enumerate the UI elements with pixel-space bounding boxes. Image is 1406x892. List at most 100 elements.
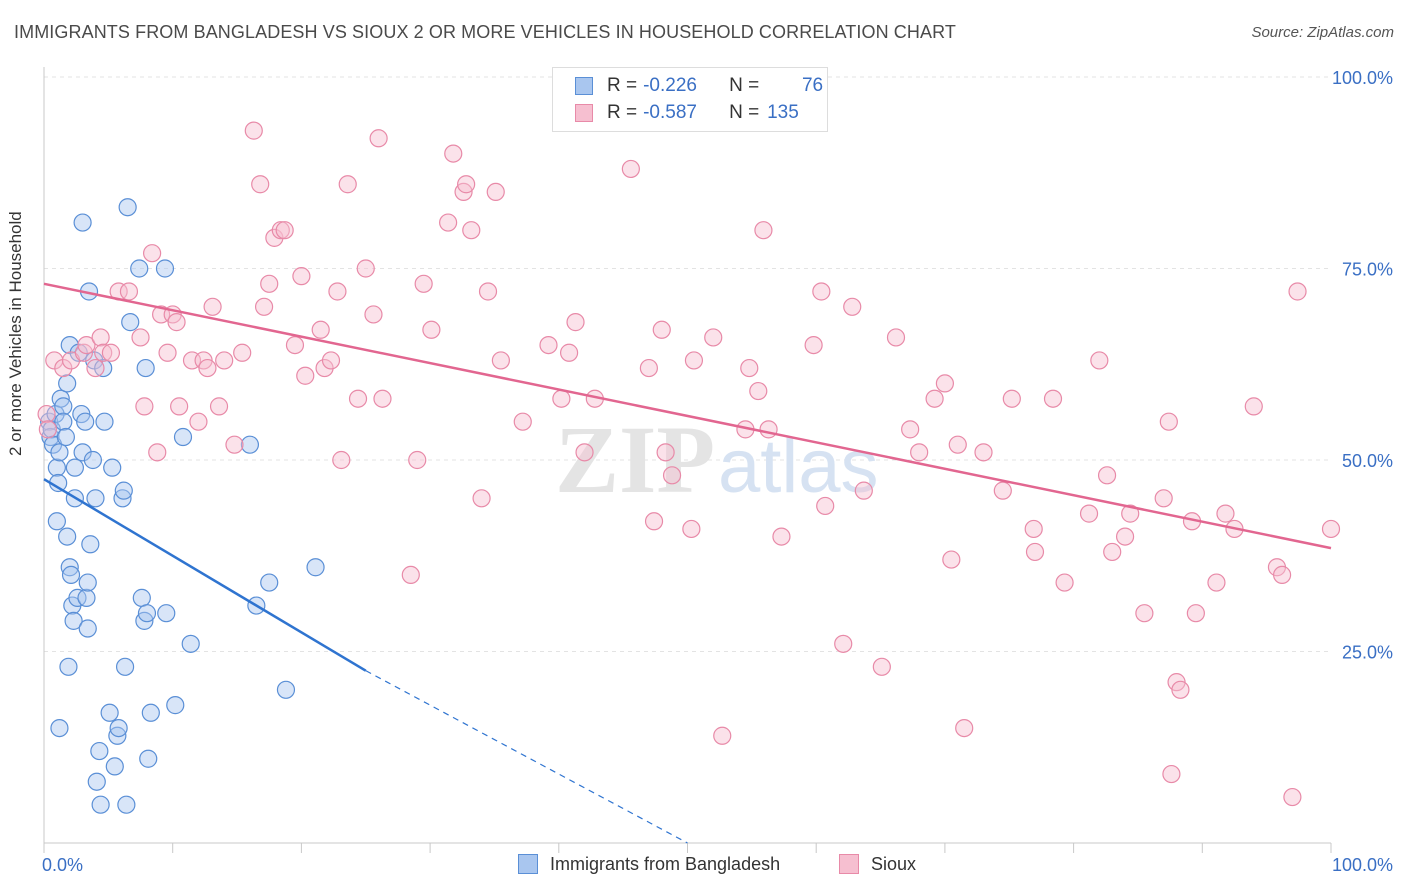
sioux-point xyxy=(754,221,773,240)
sioux-point xyxy=(559,343,579,362)
legend-r-value: -0.226 xyxy=(643,75,697,96)
sioux-point xyxy=(439,213,458,232)
sioux-point xyxy=(244,121,263,140)
bangladesh-point xyxy=(91,795,110,814)
chart-title: IMMIGRANTS FROM BANGLADESH VS SIOUX 2 OR… xyxy=(14,22,956,42)
sioux-point xyxy=(644,512,664,531)
bangladesh-point xyxy=(103,458,122,477)
sioux-point xyxy=(552,389,571,408)
sioux-point xyxy=(804,336,823,355)
sioux-point xyxy=(1024,519,1043,539)
sioux-point xyxy=(101,343,121,362)
sioux-point xyxy=(1115,527,1135,546)
sioux-trend-line xyxy=(43,282,1332,550)
bangladesh-point xyxy=(276,680,296,699)
sioux-point xyxy=(260,274,279,293)
sioux-point xyxy=(254,297,274,316)
sioux-point xyxy=(356,259,375,278)
legend-swatch-pink xyxy=(575,104,593,122)
bangladesh-point xyxy=(83,450,103,470)
bangladesh-point xyxy=(60,558,79,577)
sioux-point xyxy=(704,328,723,347)
sioux-point xyxy=(198,358,217,378)
sioux-point xyxy=(948,435,967,454)
sioux-point xyxy=(373,389,392,408)
sioux-point xyxy=(816,496,835,516)
correlation-legend: R = -0.226 N = 76 R = -0.587 N = 135 xyxy=(552,67,828,132)
bangladesh-point xyxy=(137,604,157,623)
sioux-point xyxy=(1154,489,1173,508)
bangladesh-point xyxy=(50,718,69,738)
bangladesh-point xyxy=(90,741,109,761)
bangladesh-point xyxy=(65,458,84,477)
sioux-point xyxy=(86,358,105,378)
sioux-point xyxy=(772,527,791,546)
bangladesh-point xyxy=(87,772,106,791)
sioux-point xyxy=(1090,351,1109,370)
bangladesh-point xyxy=(181,634,200,653)
sioux-point xyxy=(285,336,305,355)
series-bangladesh-points xyxy=(40,198,325,814)
sioux-point xyxy=(901,420,920,439)
bangladesh-point xyxy=(58,527,77,546)
sioux-point xyxy=(854,481,873,500)
sioux-point xyxy=(251,175,270,194)
bangladesh-point xyxy=(61,565,81,585)
bangladesh-point xyxy=(132,588,151,607)
y-axis-label: 2 or more Vehicles in Household xyxy=(6,211,25,456)
bangladesh-point xyxy=(47,458,66,477)
sioux-point xyxy=(135,397,154,416)
legend-r-label: R = xyxy=(607,102,638,123)
legend-row-sioux: R = -0.587 N = 135 xyxy=(575,101,807,125)
sioux-point xyxy=(974,443,993,462)
sioux-point xyxy=(338,175,357,194)
legend-n-value: 135 xyxy=(767,102,799,123)
sioux-point xyxy=(759,420,778,439)
legend-row-bangladesh: R = -0.226 N = 76 xyxy=(575,74,823,98)
sioux-point xyxy=(910,443,929,462)
bangladesh-point xyxy=(54,397,73,416)
sioux-point xyxy=(662,466,682,485)
sioux-point xyxy=(1244,397,1263,416)
sioux-point xyxy=(872,657,891,676)
sioux-point xyxy=(462,221,481,240)
sioux-point xyxy=(713,726,732,745)
sioux-point xyxy=(321,351,341,370)
bangladesh-point xyxy=(76,412,95,431)
sioux-point xyxy=(1079,504,1099,523)
sioux-point xyxy=(1288,282,1307,301)
sioux-point xyxy=(639,358,658,378)
sioux-point xyxy=(189,412,208,431)
bangladesh-point xyxy=(100,703,119,722)
bangladesh-point xyxy=(73,213,92,232)
sioux-point xyxy=(740,358,759,378)
sioux-point xyxy=(942,550,961,569)
legend-n-label: N = xyxy=(729,75,760,96)
watermark-zip: ZIP xyxy=(555,406,715,513)
source-label: Source: ZipAtlas.com xyxy=(1251,24,1394,41)
legend-r-label: R = xyxy=(607,75,638,96)
sioux-point xyxy=(955,718,974,738)
sioux-point xyxy=(1097,466,1117,485)
bottom-legend-label: Immigrants from Bangladesh xyxy=(550,853,781,874)
sioux-point xyxy=(684,351,704,370)
bangladesh-point xyxy=(114,481,133,500)
sioux-point xyxy=(656,443,675,462)
sioux-point xyxy=(209,397,229,416)
sioux-point xyxy=(1207,573,1226,592)
bangladesh-point xyxy=(113,489,132,508)
bangladesh-point xyxy=(130,259,149,278)
bangladesh-point xyxy=(73,443,92,462)
bangladesh-point xyxy=(86,489,105,508)
sioux-point xyxy=(271,221,290,240)
bangladesh-point xyxy=(81,535,100,554)
bangladesh-point xyxy=(121,313,140,332)
bangladesh-point xyxy=(306,558,325,577)
bottom-legend-swatch-pink xyxy=(839,854,859,874)
bangladesh-point xyxy=(117,795,136,814)
bangladesh-trend-extension xyxy=(365,670,688,844)
sioux-point xyxy=(158,343,177,362)
sioux-point xyxy=(296,366,315,385)
sioux-point xyxy=(119,282,139,301)
sioux-point xyxy=(422,320,441,339)
